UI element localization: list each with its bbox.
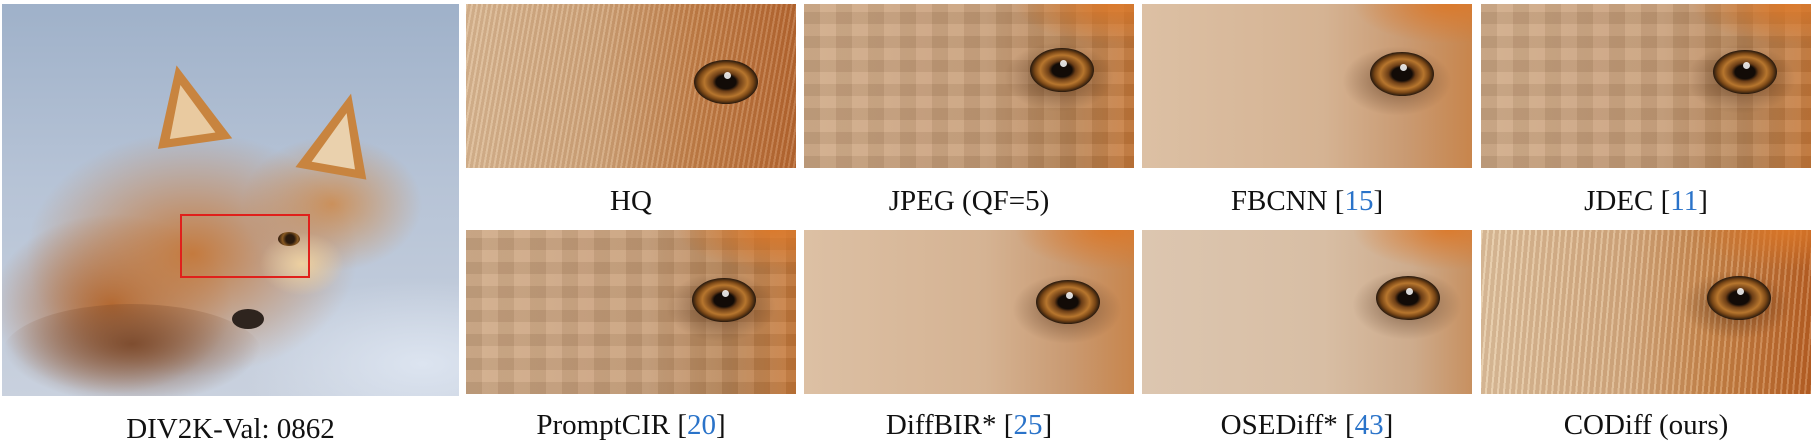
caption-fbcnn: FBCNN [15] [1230,185,1384,217]
crop-hq [466,4,796,168]
orange-fur-region [1352,4,1472,44]
right-ear-inner [311,108,365,170]
eye-detail [1370,52,1434,96]
citation-link[interactable]: 15 [1344,185,1374,217]
orange-fur-region [1691,230,1811,270]
zoom-region-box [180,214,310,278]
caption-osediff: OSEDiff* [43] [1220,409,1394,441]
caption-promptcir: PromptCIR [20] [536,409,726,441]
citation-link[interactable]: 20 [686,409,716,441]
crop-diffbir [804,230,1134,394]
fur-shadow [2,304,262,396]
crop-codiff [1481,230,1811,394]
orange-fur-region [676,230,796,270]
crop-osediff [1142,230,1472,394]
eye-detail [692,278,756,322]
orange-fur-region [1691,4,1811,44]
citation-link[interactable]: 43 [1354,409,1384,441]
crop-jpeg [804,4,1134,168]
orange-fur-region [1014,4,1134,44]
orange-fur-region [1352,230,1472,270]
fox-nose [232,309,264,329]
citation-link[interactable]: 25 [1013,409,1043,441]
crop-jdec [1481,4,1811,168]
caption-jdec: JDEC [11] [1584,185,1708,217]
eye-detail [694,60,758,104]
orange-fur-region [1014,230,1134,270]
eye-detail [1036,280,1100,324]
caption-codiff: CODiff (ours) [1563,409,1729,441]
crop-fbcnn [1142,4,1472,168]
eye-detail [1707,276,1771,320]
caption-diffbir: DiffBIR* [25] [885,409,1053,441]
main-fox-image [2,4,459,396]
fox-eye [278,232,300,246]
caption-hq: HQ [610,185,652,217]
caption-jpeg: JPEG (QF=5) [888,185,1050,217]
citation-link[interactable]: 11 [1670,185,1699,217]
eye-detail [1030,48,1094,92]
eye-detail [1376,276,1440,320]
main-image-caption: DIV2K-Val: 0862 [126,413,335,445]
eye-detail [1713,50,1777,94]
left-ear-inner [162,81,216,139]
crop-promptcir [466,230,796,394]
